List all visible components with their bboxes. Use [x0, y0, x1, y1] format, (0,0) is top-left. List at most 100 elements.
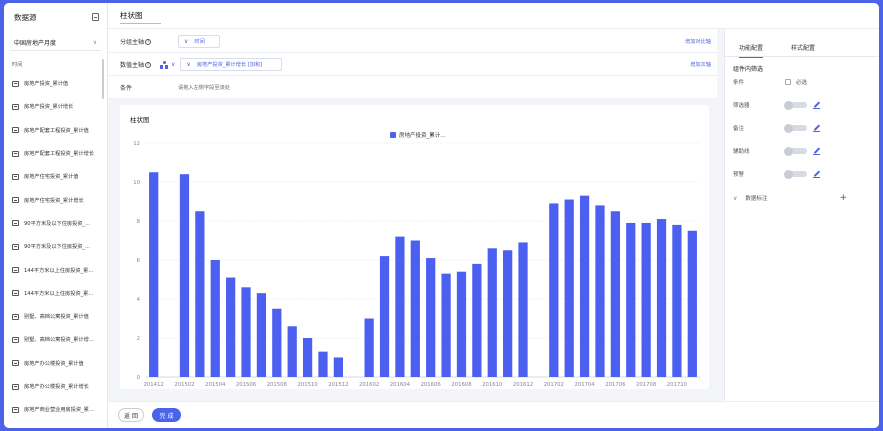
bar — [302, 338, 313, 377]
x-tick-label: 201604 — [390, 382, 411, 388]
y-tick-label: 6 — [137, 258, 141, 264]
group-axis-label-text: 分组主轴 — [120, 39, 145, 46]
done-button[interactable]: 完 成 — [152, 408, 181, 422]
field-icon — [12, 406, 19, 413]
field-item-label: 别墅、高档公寓投资_累计值 — [24, 314, 89, 321]
field-item[interactable]: 房地产住宅投资_累计值 — [4, 165, 104, 188]
filter-toggle[interactable] — [784, 100, 807, 110]
field-list-scrollbar[interactable] — [102, 59, 104, 99]
axis-config: 分组主轴 ? ∨ 时间 增加对比轴 数值主轴 ? ∨ ∨ 房地产投资_累计增长 — [108, 29, 717, 99]
bar — [426, 258, 436, 377]
field-item[interactable]: 90平方米及以下住房投资_... — [4, 235, 104, 258]
edit-icon[interactable] — [813, 102, 820, 109]
chart-card-title: 柱状图 — [130, 116, 150, 124]
chevron-down-icon[interactable]: ∨ — [171, 61, 176, 68]
field-icon — [12, 290, 19, 297]
data-label-section[interactable]: ∨ 数据标注 + — [733, 193, 873, 203]
sidebar-title: 数据源 — [14, 12, 37, 22]
field-icon — [12, 383, 19, 390]
field-icon — [12, 80, 19, 87]
x-tick-label: 201610 — [482, 382, 503, 388]
field-icon — [12, 127, 19, 134]
add-compare-axis-link[interactable]: 增加对比轴 — [685, 39, 711, 45]
y-tick-label: 2 — [137, 336, 140, 342]
tab-style-config[interactable]: 样式配置 — [791, 45, 816, 52]
group-axis-row: 分组主轴 ? ∨ 时间 增加对比轴 — [108, 31, 717, 53]
chevron-down-icon[interactable]: ∨ — [184, 38, 189, 45]
group-axis-field[interactable]: ∨ 时间 — [178, 35, 220, 48]
edit-icon[interactable] — [813, 171, 820, 178]
field-item-label: 房地产办公楼投资_累计值 — [24, 360, 84, 367]
field-item[interactable]: 房地产投资_累计值 — [4, 72, 104, 95]
field-item-time[interactable]: 时间 — [12, 62, 23, 68]
required-checkbox[interactable] — [785, 79, 791, 85]
document-icon[interactable] — [92, 13, 99, 21]
field-item-label: 房地产投资_累计值 — [24, 81, 69, 88]
field-item[interactable]: 房地产配套工程投资_累计值 — [4, 119, 104, 142]
back-button[interactable]: 返 回 — [118, 408, 144, 422]
field-item[interactable]: 90平方米及以下住房投资_... — [4, 212, 104, 235]
chart-type-icon[interactable] — [160, 60, 168, 69]
dataset-select[interactable]: 中国房地产月度 ∨ — [10, 35, 101, 51]
field-item[interactable]: 房地产投资_累计增长 — [4, 95, 104, 118]
x-tick-label: 201608 — [451, 382, 472, 388]
field-item[interactable]: 别墅、高档公寓投资_累计增... — [4, 328, 104, 351]
field-item[interactable]: 房地产配套工程投资_累计增长 — [4, 142, 104, 165]
field-item-label: 144平方米以上住房投资_累... — [24, 267, 94, 274]
field-item-label: 90平方米及以下住房投资_... — [24, 220, 91, 227]
add-secondary-axis-link[interactable]: 增加次轴 — [690, 62, 711, 68]
edit-icon[interactable] — [813, 125, 820, 132]
help-icon[interactable]: ? — [145, 61, 152, 68]
field-item[interactable]: 144平方米以上住房投资_累... — [4, 282, 104, 305]
top-bar: 柱状图 — [108, 3, 879, 29]
guideline-toggle[interactable] — [784, 146, 807, 156]
field-item-label: 房地产住宅投资_累计值 — [24, 174, 79, 181]
property-tabs: 功能配置 样式配置 — [725, 39, 879, 58]
value-axis-field[interactable]: ∨ 房地产投资_累计增长 [加和] — [180, 58, 283, 71]
tab-function-config[interactable]: 功能配置 — [739, 45, 764, 58]
bar — [318, 351, 328, 377]
field-item[interactable]: 别墅、高档公寓投资_累计值 — [4, 305, 104, 328]
alert-setting-row: 预警 — [733, 169, 873, 179]
field-item[interactable]: 房地产住宅投资_累计增长 — [4, 188, 104, 211]
condition-drop-zone[interactable]: 请拖入左侧字段至该处 — [178, 85, 230, 91]
field-item-label: 房地产住宅投资_累计增长 — [24, 197, 84, 204]
bar — [179, 174, 190, 377]
bar — [379, 256, 390, 377]
edit-icon[interactable] — [813, 148, 820, 155]
field-item[interactable]: 144平方米以上住房投资_累... — [4, 258, 104, 281]
filter-setting-label: 筛选器 — [733, 103, 750, 109]
bar — [333, 357, 343, 377]
chevron-down-icon[interactable]: ∨ — [186, 61, 191, 68]
alert-toggle[interactable] — [784, 169, 807, 179]
dataset-name: 中国房地产月度 — [14, 40, 57, 47]
y-tick-label: 0 — [137, 375, 141, 381]
value-axis-field-label: 房地产投资_累计增长 [加和] — [196, 62, 263, 68]
field-list: 时间 房地产投资_累计值房地产投资_累计增长 房地产配套工程投资_累计值 房地产配套… — [4, 59, 104, 428]
x-tick-label: 201504 — [205, 382, 226, 388]
note-setting-label: 备注 — [733, 126, 745, 132]
help-icon[interactable]: ? — [145, 38, 152, 45]
value-axis-row: 数值主轴 ? ∨ ∨ 房地产投资_累计增长 [加和] 增加次轴 — [108, 54, 717, 76]
chart-name-input[interactable]: 柱状图 — [120, 10, 161, 24]
add-icon[interactable]: + — [839, 193, 847, 203]
field-item[interactable]: 房地产商业营业用房投资_累... — [4, 398, 104, 421]
group-axis-field-label: 时间 — [194, 39, 205, 45]
x-tick-label: 201602 — [359, 382, 379, 388]
bar — [287, 326, 297, 377]
note-toggle[interactable] — [784, 123, 807, 133]
bar — [256, 293, 267, 377]
bar — [272, 308, 282, 377]
chevron-down-icon[interactable]: ∨ — [733, 194, 738, 202]
field-item[interactable]: 房地产办公楼投资_累计值 — [4, 352, 104, 375]
chart-legend[interactable]: 房地产投资_累计... — [390, 131, 446, 139]
legend-label: 房地产投资_累计... — [399, 133, 446, 139]
bar — [503, 250, 513, 377]
chart-card: 柱状图 房地产投资_累计... 0 2 4 6 8 10 12 201412 201502 201… — [120, 105, 709, 389]
bar — [564, 199, 574, 377]
bar — [672, 224, 682, 377]
x-tick-label: 201702 — [544, 382, 564, 388]
field-icon — [12, 197, 19, 204]
required-checkbox-label: 必选 — [796, 80, 808, 86]
field-item[interactable]: 房地产办公楼投资_累计增长 — [4, 375, 104, 398]
